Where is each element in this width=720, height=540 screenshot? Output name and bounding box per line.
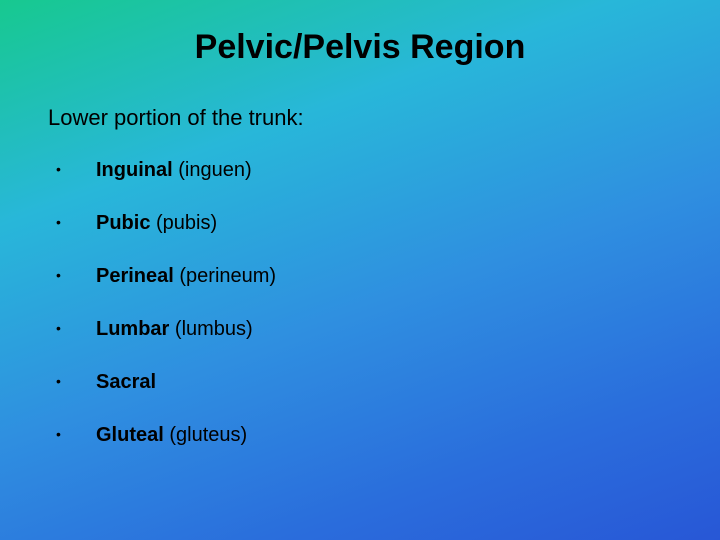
bullet-list: Inguinal (inguen) Pubic (pubis) Perineal… [48,159,672,447]
latin: (pubis) [156,212,217,234]
subtitle: Lower portion of the trunk: [48,105,672,131]
term: Lumbar [96,318,169,340]
latin: (lumbus) [175,318,253,340]
list-item: Lumbar (lumbus) [52,318,672,341]
latin: (inguen) [178,159,251,181]
slide: Pelvic/Pelvis Region Lower portion of th… [0,0,720,540]
term: Pubic [96,212,150,234]
list-item: Sacral [52,371,672,394]
latin: (perineum) [179,265,276,287]
list-item: Inguinal (inguen) [52,159,672,182]
term: Perineal [96,265,174,287]
term: Gluteal [96,424,164,446]
list-item: Gluteal (gluteus) [52,424,672,447]
term: Inguinal [96,159,173,181]
term: Sacral [96,371,156,393]
list-item: Pubic (pubis) [52,212,672,235]
page-title: Pelvic/Pelvis Region [48,28,672,67]
list-item: Perineal (perineum) [52,265,672,288]
latin: (gluteus) [169,424,247,446]
